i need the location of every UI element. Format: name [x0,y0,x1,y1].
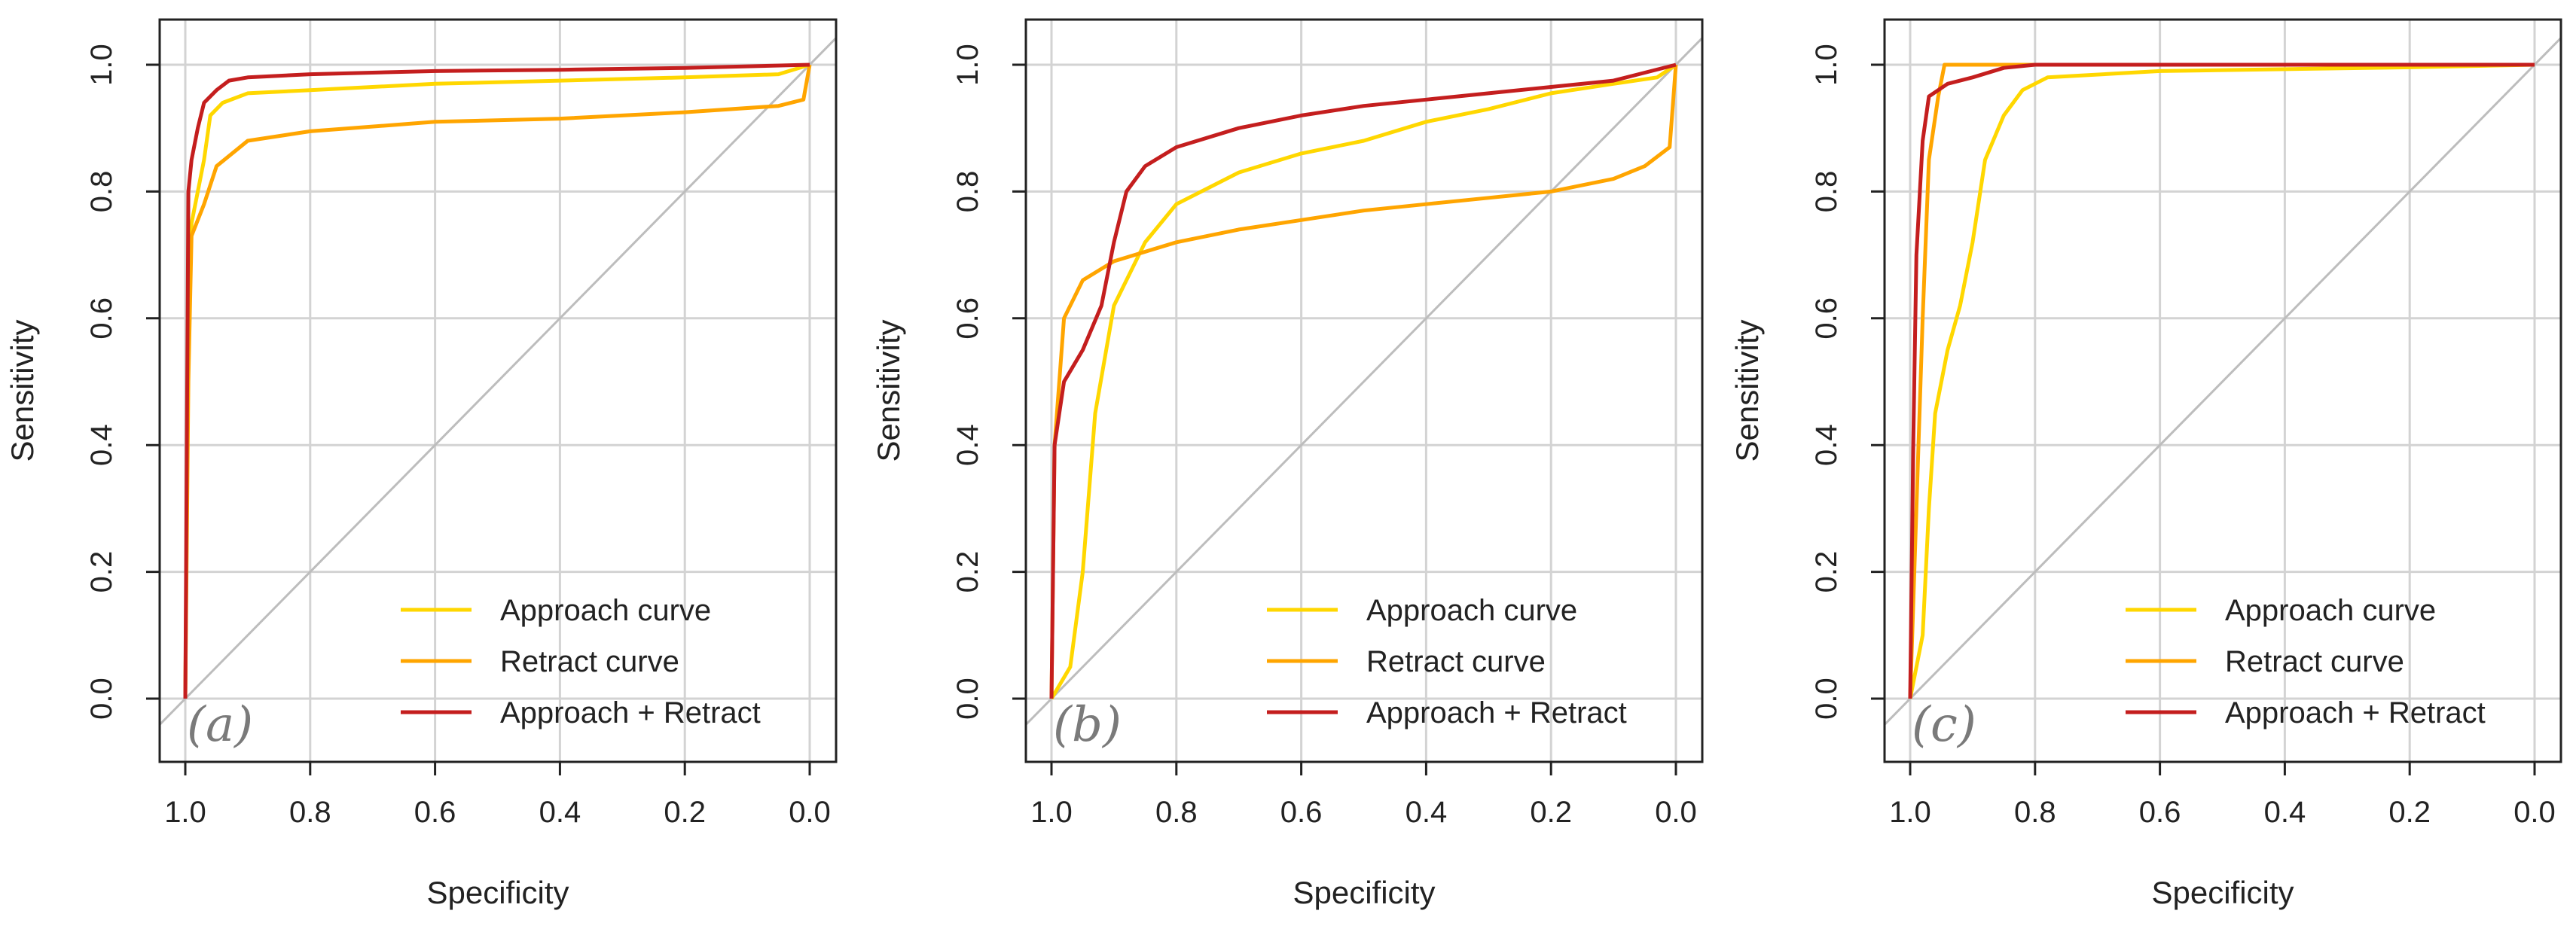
x-tick-label: 0.6 [414,796,456,829]
diagonal-reference-line [1024,37,1704,726]
y-tick-label: 1.0 [951,44,984,86]
y-tick-label: 0.4 [85,424,118,466]
x-tick-label: 0.8 [289,796,331,829]
x-tick-label: 0.0 [2513,796,2556,829]
y-tick-label: 0.8 [85,171,118,213]
series-line-approach-curve [1908,62,2535,699]
y-tick-label: 0.4 [951,424,984,466]
legend-label: Approach curve [2225,594,2436,627]
x-tick-label: 0.8 [1155,796,1198,829]
series-line-approach-retract [1908,62,2535,699]
x-tick-label: 0.2 [2388,796,2431,829]
y-tick-label: 0.4 [1810,424,1843,466]
y-axis-title: Sensitivity [871,319,906,461]
diagonal-reference-line [1883,37,2562,726]
y-tick-label: 0.6 [951,297,984,340]
x-tick-label: 1.0 [1030,796,1073,829]
x-tick-label: 0.8 [2014,796,2056,829]
series-line-approach-retract [1049,62,1677,699]
y-tick-label: 0.2 [1810,551,1843,593]
x-tick-label: 1.0 [164,796,206,829]
legend-label: Approach curve [500,594,711,627]
plot-frame [1024,18,1704,763]
x-tick-label: 0.4 [539,796,581,829]
x-tick-label: 0.2 [1530,796,1572,829]
x-tick-label: 1.0 [1889,796,1931,829]
y-tick-label: 0.6 [85,297,118,340]
y-tick-label: 0.0 [951,678,984,720]
x-tick-label: 0.6 [1280,796,1323,829]
x-tick-label: 0.4 [1406,796,1448,829]
series-line-retract-curve [1049,64,1678,699]
y-tick-label: 0.8 [1810,171,1843,213]
x-axis-title: Specificity [426,875,569,910]
x-tick-label: 0.0 [789,796,831,829]
roc-panel-3: 1.0 0.8 0.6 0.4 0.2 0.0 0.0 0.2 0.4 0.6 0.8 1.0 Spec… [1729,18,2562,910]
diagonal-reference-line [158,37,838,726]
panel-label: (b) [1053,697,1122,753]
panel-label: (a) [187,697,253,753]
series-line-retract-curve [183,64,812,699]
y-tick-label: 1.0 [85,44,118,86]
legend-label: Approach + Retract [500,696,761,729]
legend-label: Retract curve [1366,645,1546,678]
y-tick-label: 0.0 [1810,678,1843,720]
legend-label: Approach curve [1366,594,1577,627]
x-axis-title: Specificity [1293,875,1435,910]
x-tick-label: 0.4 [2264,796,2306,829]
y-tick-label: 1.0 [1810,44,1843,86]
plot-frame [1883,18,2562,763]
legend-label: Retract curve [2225,645,2404,678]
series-line-approach-retract [183,62,810,699]
roc-panel-1: 1.0 0.8 0.6 0.4 0.2 0.0 0.0 0.2 0.4 0.6 0.8 1.0 Spec… [5,18,838,910]
plot-frame [158,18,838,763]
y-tick-label: 0.0 [85,678,118,720]
x-tick-label: 0.0 [1655,796,1697,829]
y-tick-label: 0.6 [1810,297,1843,340]
y-axis-title: Sensitivity [1729,319,1765,461]
x-tick-label: 0.2 [664,796,706,829]
legend-label: Approach + Retract [1366,696,1627,729]
x-tick-label: 0.6 [2139,796,2181,829]
x-axis-title: Specificity [2151,875,2294,910]
series-line-approach-curve [1049,62,1677,700]
panel-label: (c) [1912,697,1976,753]
y-tick-label: 0.2 [951,551,984,593]
series-line-approach-curve [183,62,810,699]
y-axis-title: Sensitivity [5,319,40,461]
y-tick-label: 0.8 [951,171,984,213]
legend-label: Retract curve [500,645,679,678]
roc-panel-2: 1.0 0.8 0.6 0.4 0.2 0.0 0.0 0.2 0.4 0.6 0.8 1.0 Spec… [871,18,1704,910]
legend-label: Approach + Retract [2225,696,2486,729]
y-tick-label: 0.2 [85,551,118,593]
